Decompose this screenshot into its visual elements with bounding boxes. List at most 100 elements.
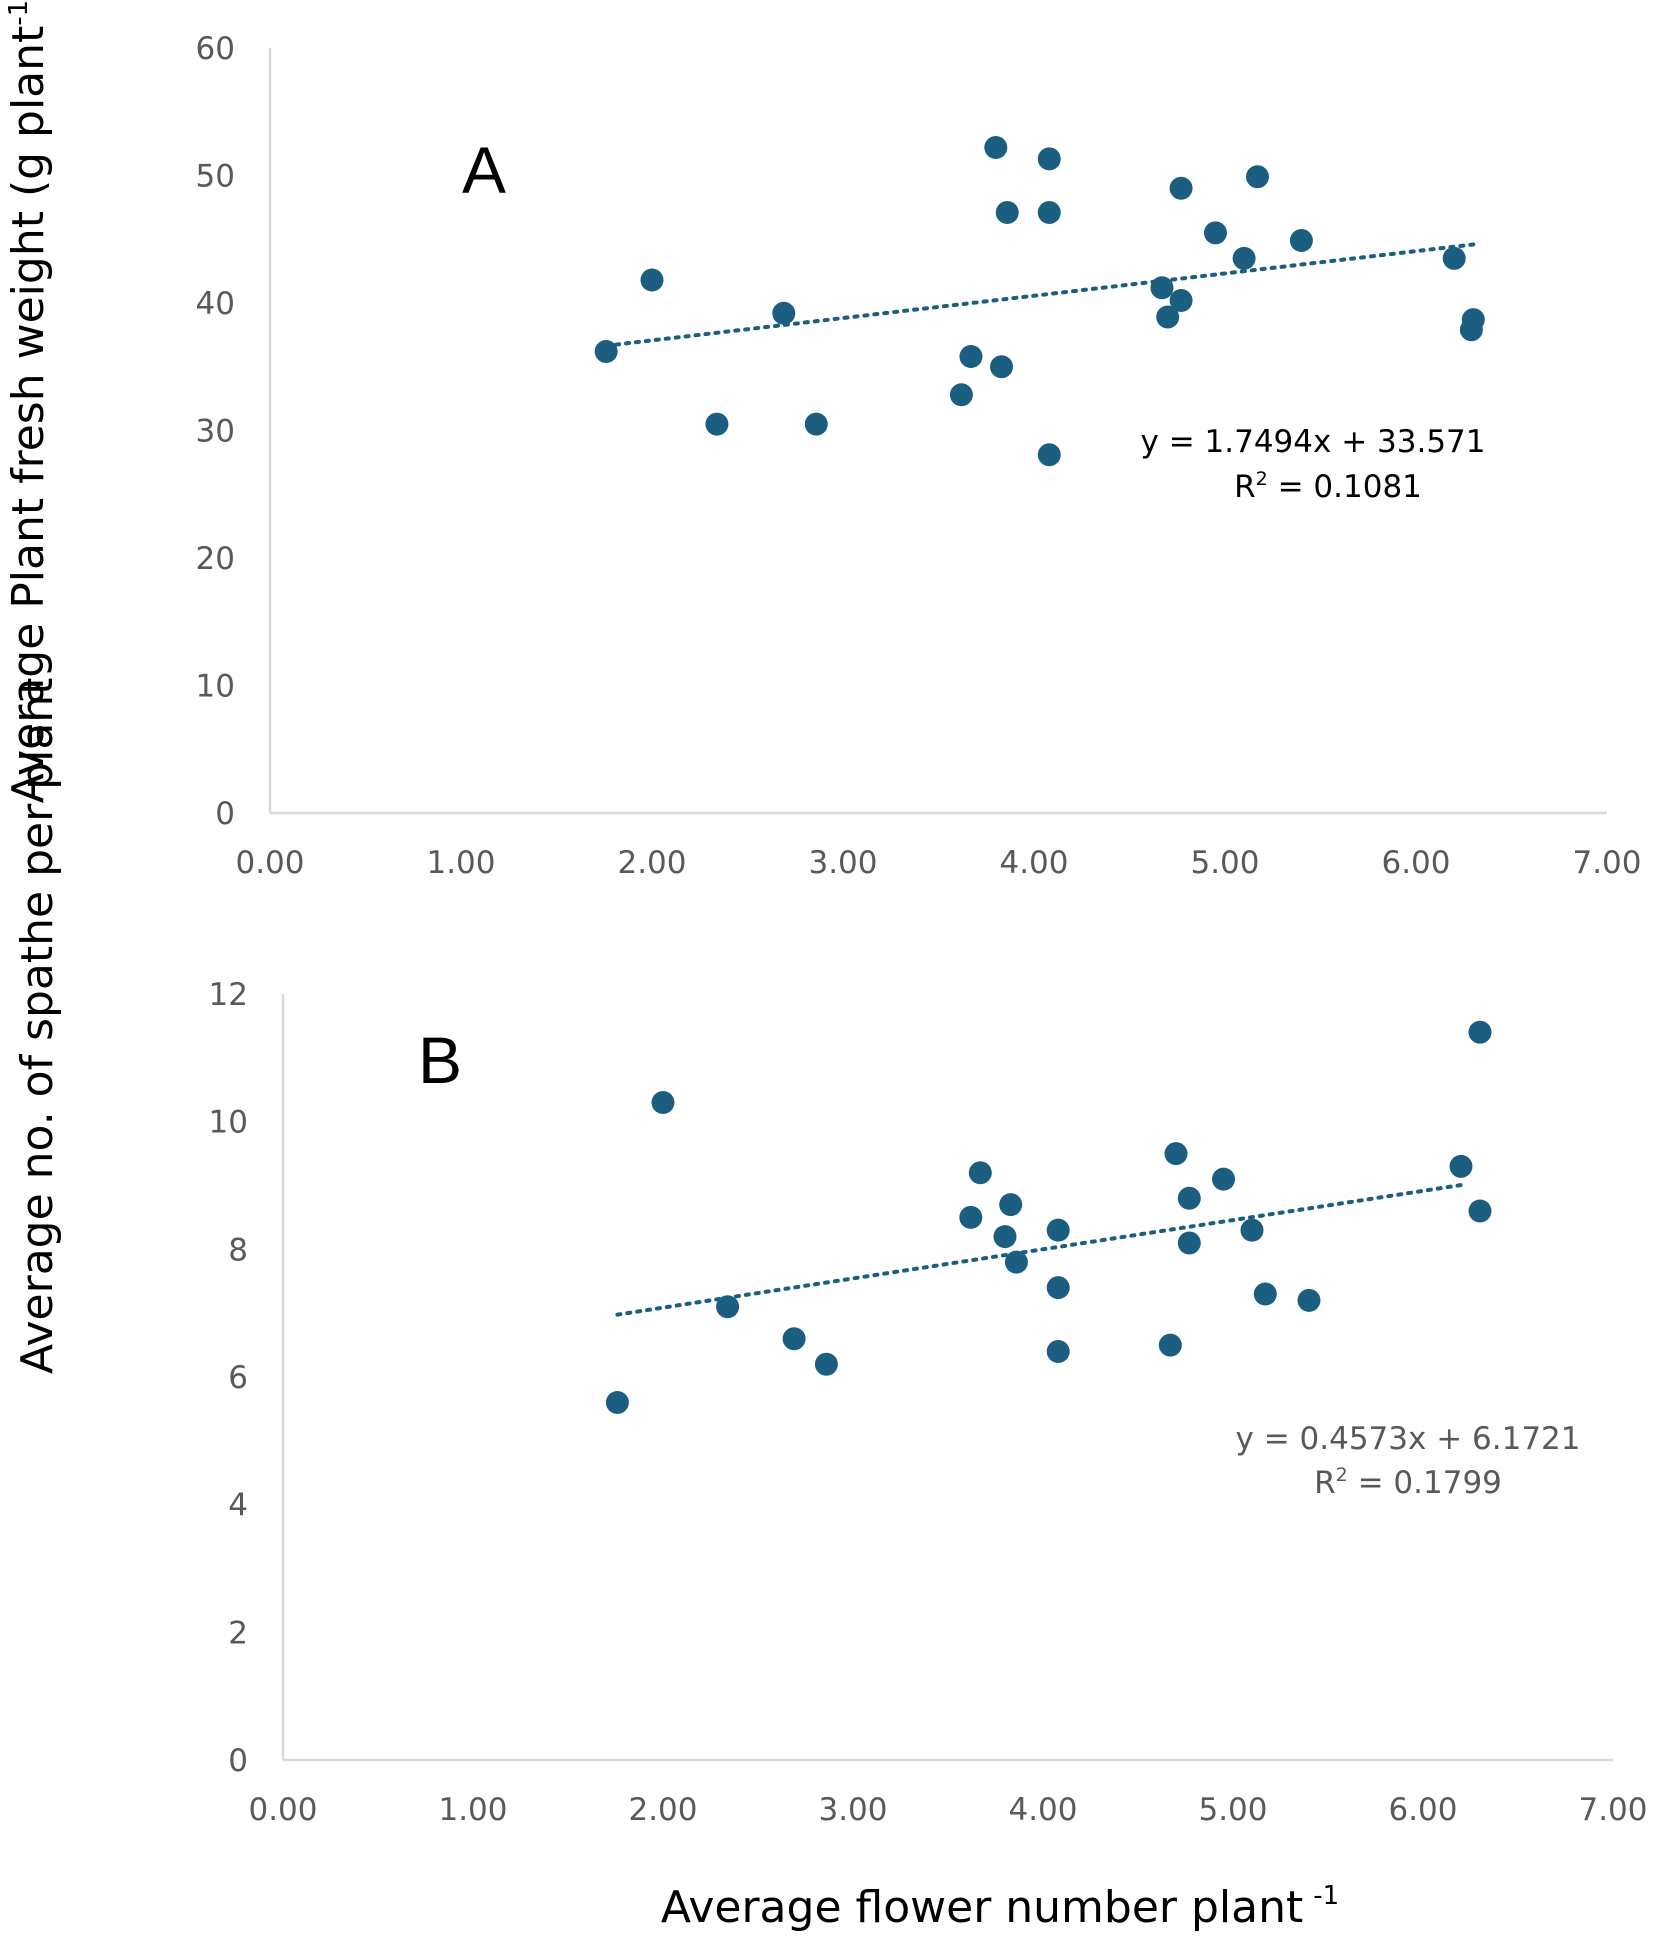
panel-b-r2-sup: 2 [1336, 1464, 1348, 1486]
panel-a-x-tick-label: 7.00 [1572, 845, 1641, 881]
panel-b-y-axis-title: Average no. of spathe per plant [12, 678, 63, 1374]
panel-a-x-tick-label: 1.00 [426, 845, 495, 881]
panel-a-y-axis-sup: -1 [4, 0, 34, 26]
panel-a-data-point [1037, 443, 1061, 467]
panel-a-data-point [1442, 246, 1466, 270]
panel-a-data-point [949, 383, 973, 407]
panel-a-data-point [1245, 165, 1269, 189]
panel-b-data-point [968, 1161, 992, 1185]
panel-b-x-tick-label: 5.00 [1198, 1792, 1267, 1828]
panel-b-x-tick-label: 2.00 [628, 1792, 697, 1828]
panel-a-y-tick-label: 40 [196, 286, 235, 322]
x-axis-title: Average flower number plant -1 [661, 1881, 1339, 1933]
panel-a-x-tick-label: 6.00 [1381, 845, 1450, 881]
x-axis-sup: -1 [1313, 1881, 1339, 1911]
panel-a-r2-value: = 0.1081 [1268, 469, 1422, 505]
panel-a-data-point [1459, 318, 1483, 342]
panel-a-points [594, 135, 1485, 467]
panel-a-x-tick-label: 2.00 [617, 845, 686, 881]
panel-a-y-tick-label: 20 [196, 541, 235, 577]
panel-a-data-point [772, 301, 796, 325]
panel-b-data-point [782, 1327, 806, 1351]
panel-b-y-tick-label: 2 [228, 1615, 248, 1651]
panel-b-data-point [1468, 1199, 1492, 1223]
panel-b-data-point [1468, 1020, 1492, 1044]
panel-a-x-tick-label: 5.00 [1190, 845, 1259, 881]
panel-b-y-tick-label: 12 [209, 977, 248, 1013]
panel-b-y-tick-label: 8 [228, 1232, 248, 1268]
panel-a-data-point [984, 135, 1008, 159]
panel-b-data-point [1449, 1154, 1473, 1178]
panel-a-trendline [604, 242, 1476, 348]
panel-a-data-point [1169, 288, 1193, 312]
panel-a-data-point [1232, 246, 1256, 270]
panel-b-y-tick-label: 6 [228, 1360, 248, 1396]
panel-a-label: A [462, 133, 506, 207]
panel-b-y-tick-label: 0 [228, 1743, 248, 1779]
panel-b-data-point [959, 1205, 983, 1229]
panel-a-y-tick-label: 50 [196, 159, 235, 195]
panel-b-x-tick-label: 6.00 [1388, 1792, 1457, 1828]
panel-a-y-tick-label: 10 [196, 669, 235, 705]
panel-a-x-tick-label: 0.00 [235, 845, 304, 881]
panel-b-data-point [1297, 1288, 1321, 1312]
panel-a-r-squared: R2 = 0.1081 [1234, 468, 1422, 505]
panel-a: 0 10 20 30 40 50 60 0.00 1.00 2.00 3.00 4.00 5.00 6.… [3, 0, 1642, 881]
panel-a-y-axis-label: Average Plant fresh weight (g plant [3, 26, 54, 804]
panel-a-data-point [640, 268, 664, 292]
panel-b-data-point [1046, 1276, 1070, 1300]
panel-a-y-tick-label: 0 [215, 796, 235, 832]
panel-b-y-tick-label: 10 [209, 1105, 248, 1141]
panel-b-data-point [1177, 1186, 1201, 1210]
panel-a-equation: y = 1.7494x + 33.571 [1141, 424, 1486, 460]
panel-a-data-point [594, 339, 618, 363]
panel-b-data-point [1177, 1231, 1201, 1255]
panel-a-x-tick-label: 3.00 [808, 845, 877, 881]
panel-b-y-ticks: 0 2 4 6 8 10 12 [209, 977, 248, 1779]
panel-a-y-tick-label: 30 [196, 414, 235, 450]
panel-b-data-point [814, 1352, 838, 1376]
panel-a-data-point [1156, 305, 1180, 329]
panel-b-data-point [999, 1193, 1023, 1217]
x-axis-label: Average flower number plant [661, 1882, 1303, 1933]
panel-b-points [605, 1020, 1492, 1415]
panel-b-data-point [1046, 1339, 1070, 1363]
panel-b-data-point [605, 1391, 629, 1415]
panel-a-data-point [959, 345, 983, 369]
panel-b-data-point [1212, 1167, 1235, 1191]
panel-a-y-axis-title: Average Plant fresh weight (g plant-1) [3, 0, 54, 803]
panel-b-r-squared: R2 = 0.1799 [1314, 1464, 1502, 1501]
panel-b-x-ticks: 0.00 1.00 2.00 3.00 4.00 5.00 6.00 7.00 [248, 1792, 1647, 1828]
panel-a-data-point [990, 355, 1014, 379]
panel-b-x-tick-label: 7.00 [1578, 1792, 1647, 1828]
panel-b-data-point [1046, 1218, 1070, 1242]
panel-b-x-tick-label: 4.00 [1008, 1792, 1077, 1828]
panel-a-x-tick-label: 4.00 [999, 845, 1068, 881]
panel-a-y-tick-label: 60 [196, 31, 235, 67]
panel-a-y-ticks: 0 10 20 30 40 50 60 [196, 31, 235, 832]
panel-a-data-point [1037, 147, 1061, 171]
panel-a-data-point [804, 412, 828, 436]
panel-a-x-ticks: 0.00 1.00 2.00 3.00 4.00 5.00 6.00 7.00 [235, 845, 1641, 881]
panel-b-y-tick-label: 4 [228, 1488, 248, 1524]
panel-a-data-point [1203, 221, 1227, 245]
panel-b-data-point [716, 1295, 740, 1319]
panel-b-r2-value: = 0.1799 [1348, 1465, 1502, 1501]
panel-b-data-point [1240, 1218, 1264, 1242]
panel-a-r2-prefix: R [1234, 469, 1256, 505]
panel-b-data-point [651, 1091, 675, 1115]
panel-b-data-point [1164, 1142, 1188, 1166]
panel-a-data-point [995, 200, 1019, 224]
panel-a-data-point [1169, 176, 1193, 200]
panel-b: 0 2 4 6 8 10 12 0.00 1.00 2.00 3.00 4.00 5.00 6.00 7.… [12, 678, 1648, 1933]
panel-a-data-point [1037, 200, 1061, 224]
panel-b-label: B [418, 1023, 462, 1097]
panel-b-r2-prefix: R [1314, 1465, 1336, 1501]
panel-b-data-point [1004, 1250, 1028, 1274]
panel-b-data-point [1158, 1333, 1182, 1357]
panel-b-data-point [993, 1225, 1017, 1249]
panel-b-equation: y = 0.4573x + 6.1721 [1236, 1421, 1581, 1457]
panel-b-x-tick-label: 0.00 [248, 1792, 317, 1828]
panel-a-r2-sup: 2 [1256, 468, 1268, 490]
